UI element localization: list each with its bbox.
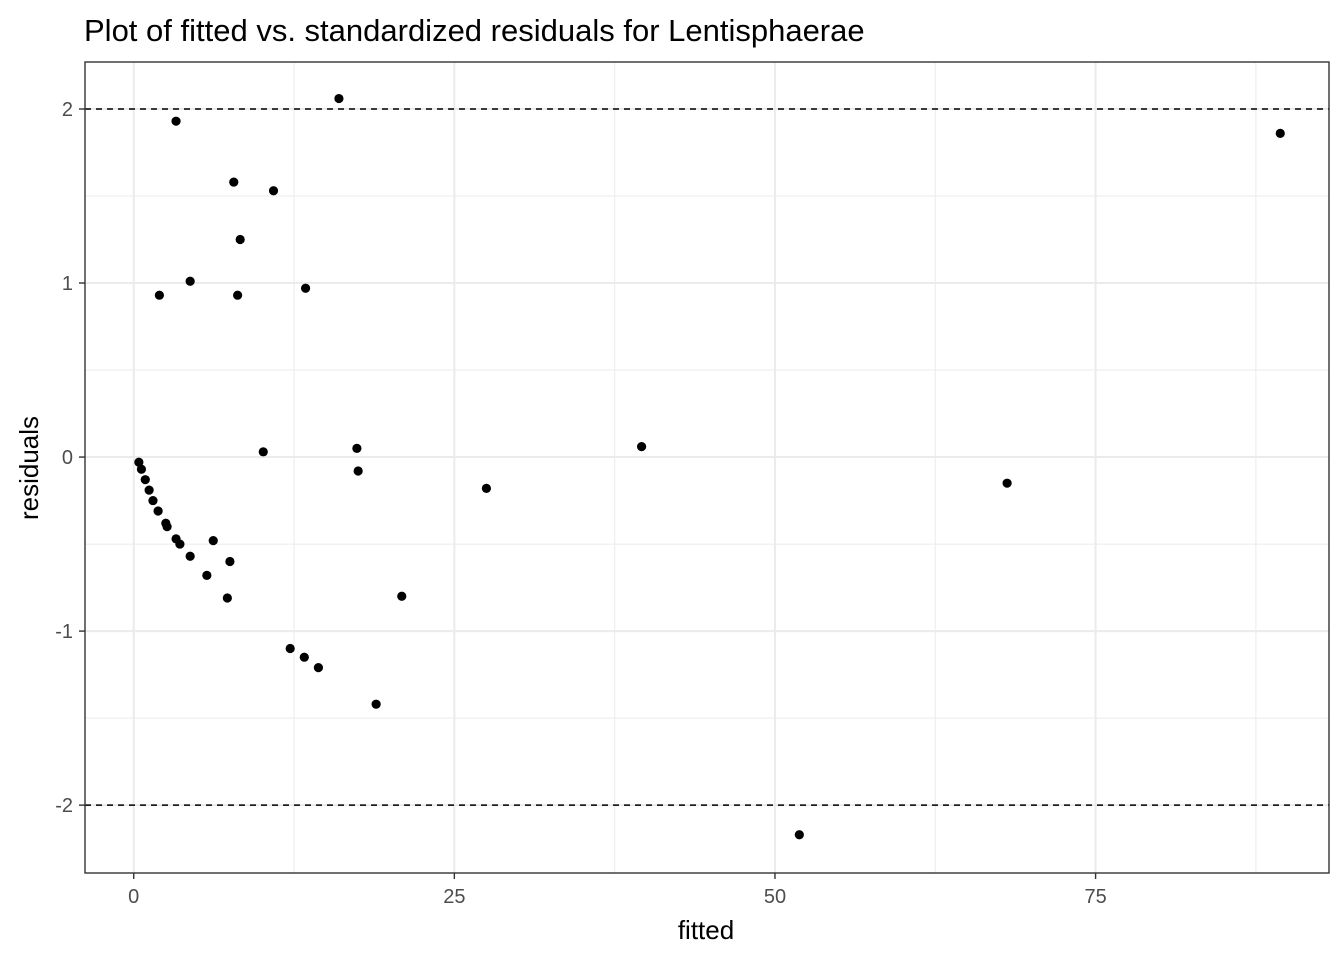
data-point	[148, 495, 158, 506]
data-points	[134, 93, 1285, 840]
data-point	[258, 447, 268, 457]
data-point	[481, 483, 492, 493]
chart-title: Plot of fitted vs. standardized residual…	[84, 13, 865, 48]
data-point	[371, 699, 381, 709]
data-point	[1002, 478, 1012, 488]
data-point	[1275, 128, 1285, 138]
data-point	[285, 643, 295, 654]
y-tick-label: -2	[55, 795, 73, 817]
data-point	[144, 485, 154, 495]
data-point	[352, 443, 362, 453]
data-point	[233, 290, 243, 300]
data-point	[208, 535, 218, 546]
data-point	[397, 591, 407, 601]
data-point	[636, 442, 647, 452]
data-point	[268, 186, 279, 196]
data-point	[313, 663, 324, 673]
x-axis: 0 25 50 75	[128, 873, 1107, 908]
reference-lines	[85, 108, 1329, 806]
data-point	[134, 457, 144, 467]
data-point	[185, 551, 195, 561]
y-tick-label: 1	[62, 273, 73, 295]
x-tick-label: 25	[443, 886, 465, 908]
data-point	[235, 234, 245, 245]
data-point	[794, 830, 804, 840]
data-point	[153, 506, 163, 516]
data-point	[162, 522, 172, 532]
x-tick-label: 75	[1084, 886, 1106, 908]
y-axis: -2 -1 0 1 2	[55, 99, 85, 817]
y-tick-label: -1	[55, 621, 73, 643]
data-point	[300, 283, 311, 293]
data-point	[136, 464, 147, 474]
x-tick-label: 50	[764, 886, 786, 908]
y-axis-title: residuals	[14, 416, 44, 520]
y-tick-label: 2	[62, 99, 73, 121]
data-point	[140, 475, 150, 485]
data-point	[299, 652, 309, 662]
data-point	[222, 593, 232, 603]
data-point	[175, 539, 185, 549]
x-axis-title: fitted	[678, 915, 734, 945]
data-point	[229, 177, 239, 187]
y-tick-label: 0	[62, 447, 73, 469]
data-point	[225, 556, 235, 567]
data-point	[353, 466, 363, 476]
x-tick-label: 0	[128, 886, 139, 908]
data-point	[185, 276, 195, 286]
data-point	[171, 116, 181, 126]
data-point	[334, 93, 344, 104]
grid-lines	[85, 62, 1329, 873]
panel-border	[84, 61, 1330, 874]
data-point	[154, 290, 164, 300]
data-point	[202, 570, 212, 581]
